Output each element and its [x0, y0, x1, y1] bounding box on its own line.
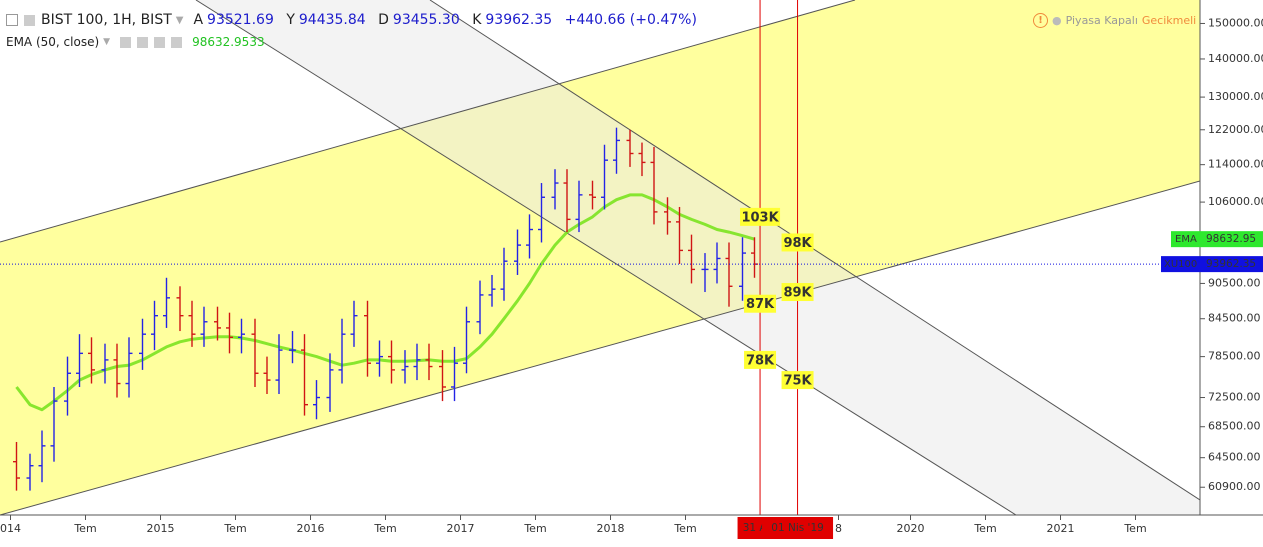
- gray-channel: [196, 0, 1200, 515]
- indicator-value: 98632.9533: [192, 35, 265, 49]
- channel-line: [195, 0, 1017, 515]
- ema-line: [15, 193, 755, 412]
- status: ! ● Piyasa Kapalı Gecikmeli: [1033, 13, 1196, 28]
- y-tick-label: 72500.00: [1208, 391, 1261, 404]
- drawings: [0, 0, 1200, 515]
- y-tick-label: 84500.00: [1208, 312, 1261, 325]
- symbol-title: BIST 100, 1H, BIST: [41, 12, 172, 28]
- x-tick-label: Tem: [223, 522, 246, 535]
- x-tick-label: Tem: [73, 522, 96, 535]
- last-price-name: XU100: [1164, 259, 1197, 270]
- axes: 150000.00 140000.00 130000.00 122000.00 1140…: [0, 16, 1263, 539]
- x-tick-label: Tem: [673, 522, 696, 535]
- y-tick-label: 140000.00: [1208, 52, 1263, 65]
- y-tick-label: 114000.00: [1208, 158, 1263, 171]
- y-tick-label: 68500.00: [1208, 420, 1261, 433]
- x-tick-label: 2020: [897, 522, 925, 535]
- y-tick-label: 150000.00: [1208, 16, 1263, 29]
- price-label-box: [781, 283, 814, 302]
- c-label: K: [472, 12, 482, 28]
- dropdown[interactable]: ▼: [175, 14, 184, 26]
- y-tick-label: 60900.00: [1208, 480, 1261, 493]
- x-tick-label: Tem: [373, 522, 396, 535]
- y-tick-label: 64500.00: [1208, 451, 1261, 464]
- price-label: 103K: [741, 210, 779, 225]
- y-tick-label: 122000.00: [1208, 123, 1263, 136]
- ema-box-name: EMA: [1175, 234, 1197, 245]
- h-label: Y: [286, 12, 295, 28]
- x-tick-label: 2015: [147, 522, 175, 535]
- y-tick-label: 90500.00: [1208, 276, 1261, 289]
- warning-icon: !: [1033, 13, 1048, 28]
- x-tick-label: Tem: [523, 522, 546, 535]
- indicator-name: EMA (50, close): [6, 35, 100, 49]
- eye-icon[interactable]: [120, 36, 132, 48]
- ema-price-box: [1171, 231, 1263, 248]
- x-tick-label: 2017: [447, 522, 475, 535]
- x-tick-label: 8: [835, 522, 842, 535]
- yellow-channel: [0, 0, 1200, 515]
- y-tick-label: 78500.00: [1208, 350, 1261, 363]
- channel-line: [429, 0, 1200, 501]
- change: +440.66 (+0.47%): [564, 12, 697, 28]
- channel-line: [0, 180, 1200, 515]
- last-price-box: [1161, 256, 1263, 273]
- dropdown[interactable]: ▼: [103, 37, 111, 47]
- status-text: Piyasa Kapalı: [1065, 14, 1138, 27]
- c-value: 93962.35: [485, 12, 553, 28]
- h-value: 94435.84: [298, 12, 366, 28]
- x-tick-label: 2018: [597, 522, 625, 535]
- last-price-value: 93962.35: [1206, 258, 1256, 270]
- price-label-box: [781, 371, 814, 390]
- price-label-box: [781, 233, 814, 252]
- header-row: BIST 100, 1H, BIST ▼ A 93521.69 Y 94435.84…: [6, 12, 697, 28]
- collapse-icon[interactable]: [6, 14, 18, 26]
- price-label: 98K: [783, 236, 812, 251]
- date-label: 01 Nis '19: [771, 522, 824, 534]
- delay-text: Gecikmeli: [1141, 14, 1197, 27]
- o-value: 93521.69: [207, 12, 274, 28]
- date-label-box: [762, 517, 834, 539]
- price-label: 75K: [783, 374, 812, 389]
- ema-box-value: 98632.95: [1206, 233, 1256, 245]
- price-label-box: [744, 294, 777, 313]
- x-tick-label: Tem: [973, 522, 996, 535]
- y-tick-label: 130000.00: [1208, 90, 1263, 103]
- symbol-icon: [24, 14, 35, 26]
- x-tick-label: Tem: [1123, 522, 1146, 535]
- price-label-box: [740, 207, 781, 226]
- price-label: 78K: [746, 353, 775, 368]
- price-label: 87K: [746, 297, 775, 312]
- x-tick-label: 2021: [1047, 522, 1075, 535]
- o-label: A: [193, 12, 204, 28]
- price-label-box: [744, 350, 777, 369]
- status-dot: ●: [1052, 14, 1062, 27]
- x-tick-label: 2016: [297, 522, 325, 535]
- l-label: D: [378, 12, 389, 28]
- y-tick-label: 106000.00: [1208, 195, 1263, 208]
- add-icon[interactable]: [154, 36, 166, 48]
- plot: [0, 0, 1200, 515]
- close-icon[interactable]: [171, 36, 183, 48]
- settings-icon[interactable]: [137, 36, 149, 48]
- price-label: 89K: [783, 286, 812, 301]
- channel-line: [0, 0, 856, 243]
- x-tick-label: 014: [0, 522, 21, 535]
- indicator-row: EMA (50, close) ▼ 98632.9533: [6, 35, 265, 49]
- l-value: 93455.30: [392, 12, 460, 28]
